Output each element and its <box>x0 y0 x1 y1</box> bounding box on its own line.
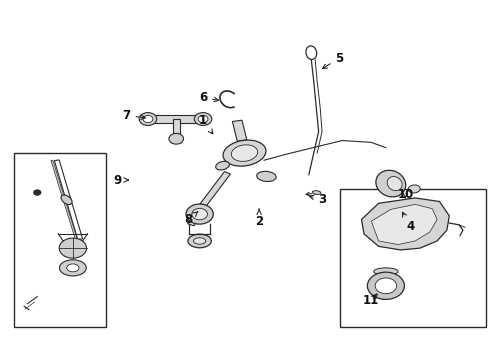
Ellipse shape <box>386 176 401 191</box>
Ellipse shape <box>256 171 276 181</box>
Polygon shape <box>147 115 205 123</box>
Text: 5: 5 <box>322 51 343 68</box>
Text: 11: 11 <box>363 294 379 307</box>
Text: 6: 6 <box>199 91 218 104</box>
Ellipse shape <box>187 234 211 248</box>
Text: 8: 8 <box>184 212 197 226</box>
Circle shape <box>198 116 207 123</box>
Circle shape <box>194 113 211 126</box>
Ellipse shape <box>193 238 205 244</box>
Text: 9: 9 <box>113 174 128 186</box>
Bar <box>339 189 485 327</box>
Circle shape <box>59 238 86 258</box>
Circle shape <box>139 113 157 126</box>
Polygon shape <box>361 198 448 250</box>
Ellipse shape <box>305 46 316 59</box>
Ellipse shape <box>407 185 419 193</box>
Ellipse shape <box>231 145 257 161</box>
Ellipse shape <box>373 268 397 275</box>
Polygon shape <box>200 172 230 206</box>
Text: 4: 4 <box>402 212 413 233</box>
Bar <box>14 153 105 327</box>
Circle shape <box>34 190 41 195</box>
Circle shape <box>168 134 183 144</box>
Polygon shape <box>187 204 206 226</box>
Ellipse shape <box>375 170 405 197</box>
Polygon shape <box>51 160 77 239</box>
Polygon shape <box>232 120 246 141</box>
Text: 3: 3 <box>309 193 326 206</box>
Ellipse shape <box>215 161 229 170</box>
Ellipse shape <box>223 140 265 166</box>
Text: 10: 10 <box>396 188 413 201</box>
Text: 2: 2 <box>255 209 263 228</box>
Ellipse shape <box>61 195 72 204</box>
Polygon shape <box>370 204 436 244</box>
Circle shape <box>374 278 396 294</box>
Ellipse shape <box>67 264 79 272</box>
Ellipse shape <box>60 260 86 276</box>
Circle shape <box>143 116 153 123</box>
Text: 7: 7 <box>122 109 145 122</box>
Ellipse shape <box>312 191 320 194</box>
Circle shape <box>191 208 207 220</box>
Polygon shape <box>54 160 82 239</box>
Circle shape <box>185 204 213 224</box>
Polygon shape <box>172 119 179 139</box>
Circle shape <box>366 272 404 300</box>
Text: 1: 1 <box>199 114 212 134</box>
